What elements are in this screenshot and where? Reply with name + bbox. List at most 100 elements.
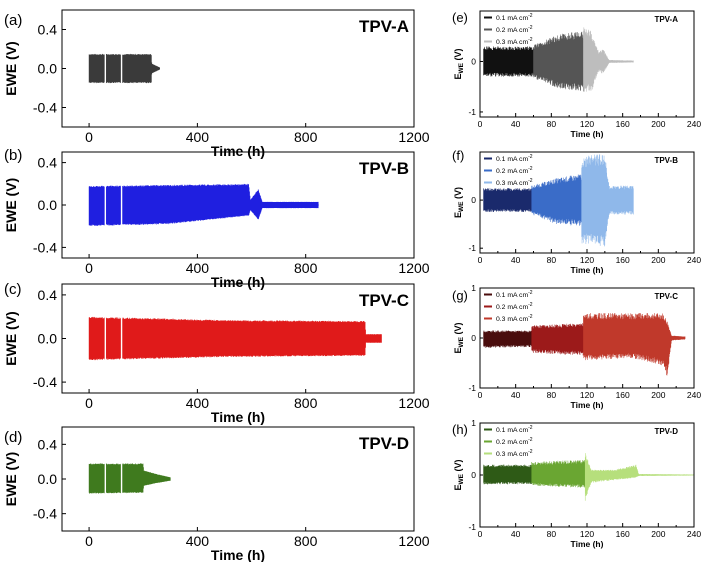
legend-superscript: -2: [528, 37, 533, 43]
legend-superscript: -2: [528, 166, 533, 172]
x-tick-label: 800: [294, 395, 318, 411]
y-tick-label: 0: [471, 470, 476, 480]
legend-entry: 0.3 mA cm-2: [496, 178, 533, 187]
x-axis-title: Time (h): [211, 143, 265, 159]
y-axis-title: EWE (V): [453, 459, 465, 490]
y-axis-title-main: E: [453, 347, 463, 353]
x-tick-label: 200: [651, 529, 665, 539]
panel-label: (c): [4, 281, 22, 298]
y-tick-label: 0.4: [38, 155, 58, 171]
x-tick-label: 160: [616, 390, 630, 400]
x-tick-label: 400: [186, 129, 210, 145]
chart-title: TPV-A: [359, 17, 409, 36]
legend-superscript: -2: [528, 425, 533, 431]
x-axis-title: Time (h): [571, 129, 604, 139]
legend-superscript: -2: [528, 314, 533, 320]
y-tick-label: -0.4: [33, 374, 57, 390]
legend-entry: 0.1 mA cm-2: [496, 154, 533, 163]
series-line: [584, 453, 695, 501]
panel-label: (e): [452, 10, 468, 25]
x-tick-label: 200: [651, 119, 665, 129]
y-axis-title-sub: WE: [458, 473, 465, 484]
y-axis-title: EWE (V): [453, 187, 465, 218]
y-axis-title-main: E: [453, 212, 463, 218]
x-axis-title: Time (h): [211, 274, 265, 290]
x-tick-label: 0: [85, 129, 93, 145]
y-tick-label: -1: [468, 522, 476, 532]
chart-title: TPV-B: [654, 156, 678, 165]
x-tick-label: 80: [547, 255, 557, 265]
series-line: [531, 323, 584, 356]
y-tick-label: -1: [468, 383, 476, 393]
x-tick-label: 0: [478, 255, 483, 265]
y-tick-label: -0.4: [33, 506, 57, 522]
y-tick-label: -1: [468, 243, 476, 253]
x-tick-label: 160: [616, 119, 630, 129]
legend-entry: 0.3 mA cm-2: [496, 314, 533, 323]
y-axis-title-sub: WE: [458, 62, 465, 73]
series-line: [88, 183, 319, 226]
legend-entry: 0.2 mA cm-2: [496, 166, 533, 175]
y-axis-title: EWE (V): [3, 452, 19, 506]
series-line: [483, 464, 532, 485]
x-tick-label: 120: [580, 390, 594, 400]
panel-label: (d): [4, 429, 22, 446]
y-tick-label: 0.4: [38, 287, 58, 303]
y-tick-label: 1: [471, 418, 476, 428]
panel-d: 0 400 800 1200 -0.4 0.0 0.4 Time (h) EWE (V) TPV-…: [3, 426, 430, 562]
x-tick-label: 0: [85, 395, 93, 411]
x-tick-label: 240: [687, 529, 701, 539]
x-tick-label: 400: [186, 260, 210, 276]
series-line: [531, 459, 586, 488]
series-line: [533, 31, 584, 92]
series-line: [583, 27, 634, 92]
y-axis-title-unit: (V): [453, 187, 463, 202]
legend-superscript: -2: [528, 449, 533, 455]
series-line: [581, 154, 634, 247]
panel-label: (f): [452, 148, 464, 163]
x-tick-label: 0: [85, 533, 93, 549]
legend-superscript: -2: [528, 178, 533, 184]
x-tick-label: 80: [547, 529, 557, 539]
series-line: [583, 313, 686, 376]
x-tick-label: 0: [478, 529, 483, 539]
x-tick-label: 1200: [398, 395, 429, 411]
x-tick-label: 160: [616, 529, 630, 539]
legend-label: 0.3 mA cm: [496, 39, 528, 46]
legend-entry: 0.2 mA cm-2: [496, 302, 533, 311]
y-tick-label: 0.0: [38, 61, 58, 77]
x-tick-label: 240: [687, 255, 701, 265]
y-tick-label: -0.4: [33, 100, 57, 116]
legend-label: 0.2 mA cm: [496, 439, 528, 446]
panel-a: 0 400 800 1200 -0.4 0.0 0.4 Time (h) EWE (V) TPV-…: [3, 9, 430, 159]
legend-label: 0.1 mA cm: [496, 15, 528, 22]
y-axis-title-main: E: [453, 73, 463, 79]
panel-label: (b): [4, 147, 22, 164]
y-axis-title: EWE (V): [3, 41, 19, 95]
x-tick-label: 800: [294, 129, 318, 145]
x-tick-label: 1200: [398, 129, 429, 145]
legend-label: 0.1 mA cm: [496, 427, 528, 434]
series-line: [88, 463, 171, 494]
series-line: [531, 174, 582, 226]
legend-superscript: -2: [528, 13, 533, 19]
legend-label: 0.1 mA cm: [496, 292, 528, 299]
x-tick-label: 120: [580, 529, 594, 539]
x-tick-label: 40: [511, 529, 521, 539]
series-line: [88, 53, 160, 84]
x-axis-title: Time (h): [571, 400, 604, 410]
y-axis-title: EWE (V): [3, 311, 19, 365]
x-tick-label: 120: [580, 255, 594, 265]
x-tick-label: 40: [511, 119, 521, 129]
x-tick-label: 120: [580, 119, 594, 129]
chart-title: TPV-C: [654, 292, 678, 301]
legend-superscript: -2: [528, 25, 533, 31]
series-line: [88, 316, 382, 361]
chart-title: TPV-A: [654, 15, 678, 24]
x-axis-title: Time (h): [211, 409, 265, 425]
x-tick-label: 1200: [398, 260, 429, 276]
legend-label: 0.3 mA cm: [496, 451, 528, 458]
x-tick-label: 160: [616, 255, 630, 265]
